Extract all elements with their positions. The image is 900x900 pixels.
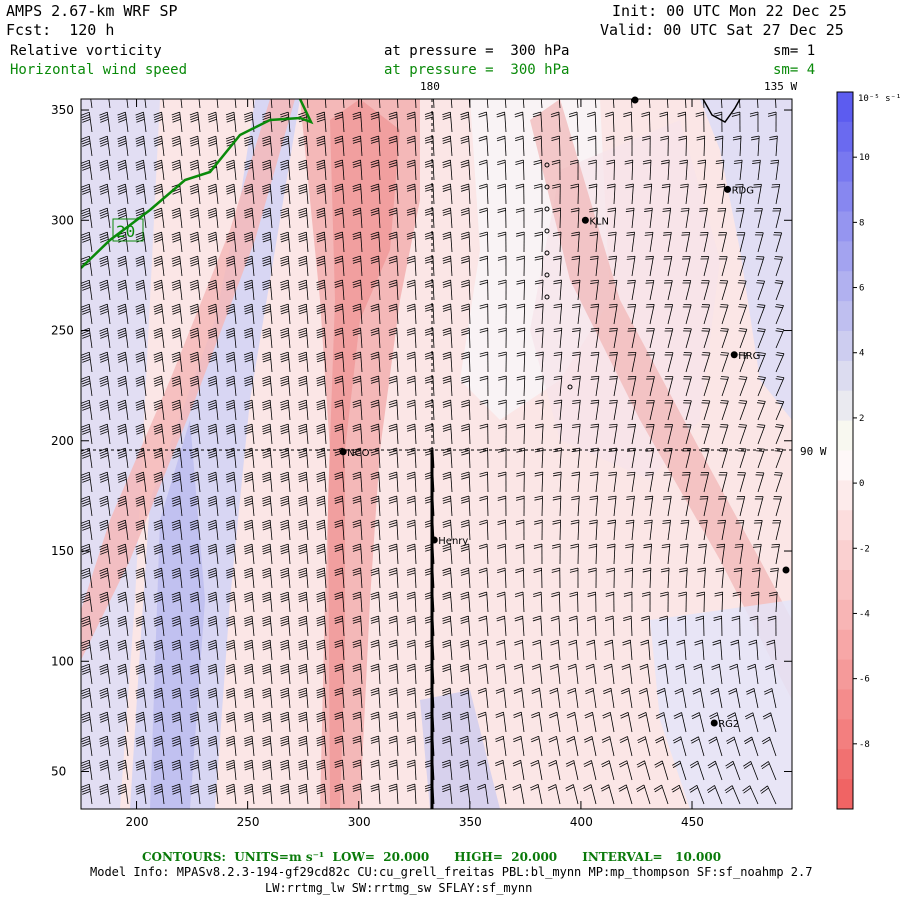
coastline — [702, 99, 741, 123]
station-markers: NCO Henry KLN RDG HRG RG2 — [339, 185, 760, 730]
edge-station-dot — [782, 566, 790, 574]
x-tick-label: 350 — [459, 815, 482, 829]
station-label: HRG — [738, 351, 760, 362]
forecast-hour: Fcst: 120 h — [6, 21, 115, 39]
colorbar-ticks: 10 8 6 4 2 0 -2 -4 -6 -8 — [853, 153, 870, 750]
x-tick-label: 450 — [681, 815, 704, 829]
colorbar-tick-label: 2 — [859, 414, 864, 424]
colorbar-tick-label: -8 — [859, 740, 870, 750]
map-frame — [80, 98, 793, 810]
contour-label-box — [112, 218, 144, 242]
colorbar-cell — [837, 360, 853, 392]
station-dot — [339, 448, 347, 456]
model-title: AMPS 2.67-km WRF SP — [6, 2, 178, 20]
edge-station-dot — [631, 96, 639, 104]
valid-time: Valid: 00 UTC Sat 27 Dec 25 — [600, 21, 844, 39]
colorbar-cell — [837, 659, 853, 690]
colorbar-cell — [837, 629, 853, 661]
lon-label-90w: 90 W — [800, 445, 827, 458]
colorbar-cell — [837, 719, 853, 750]
colorbar-tick-label: -4 — [859, 609, 870, 619]
y-tick-label: 350 — [51, 103, 74, 117]
station-label: Henry — [438, 536, 468, 547]
model-info-physics: LW:rrtmg_lw SW:rrtmg_sw SFLAY:sf_mynn — [265, 881, 533, 895]
colorbar-cell — [837, 480, 853, 511]
colorbar-tick-label: 10 — [859, 153, 870, 163]
station-dot — [430, 536, 438, 544]
station-label: RG2 — [718, 719, 739, 730]
colorbar-cell — [837, 241, 853, 272]
field1-name: Relative vorticity — [10, 43, 162, 59]
colorbar-cell — [837, 390, 853, 422]
colorbar-frame — [836, 91, 854, 810]
wind-speed-contour — [81, 99, 314, 269]
station-dot — [730, 351, 738, 359]
contours-info: CONTOURS: UNITS=m s⁻¹ LOW= 20.000 HIGH= … — [142, 850, 722, 864]
colorbar-cell — [837, 121, 853, 153]
colorbar-cell — [837, 331, 853, 362]
lon-label-180: 180 — [420, 80, 440, 93]
colorbar-tick-label: 8 — [859, 218, 864, 228]
x-tick-label: 200 — [126, 815, 149, 829]
colorbar-cell — [837, 92, 853, 123]
field1-level: at pressure = 300 hPa — [384, 43, 570, 59]
colorbar-cell — [837, 211, 853, 242]
colorbar-cell — [837, 510, 853, 541]
station-label: KLN — [589, 216, 609, 227]
y-tick-label: 300 — [51, 213, 74, 227]
wind-barbs — [81, 99, 785, 805]
colorbar-unit: 10⁻⁵ s⁻¹ — [858, 94, 900, 104]
colorbar-cell — [837, 450, 853, 481]
colorbar-cell — [837, 151, 853, 183]
field1-smoothing: sm= 1 — [773, 43, 816, 59]
colorbar-cell — [837, 749, 853, 780]
field2-smoothing: sm= 4 — [773, 62, 816, 78]
x-axis-ticks: 200 250 300 350 400 450 — [126, 99, 704, 829]
x-tick-label: 250 — [237, 815, 260, 829]
track-circles — [544, 162, 573, 390]
x-tick-label: 300 — [348, 815, 371, 829]
station-dot — [724, 185, 732, 193]
field2-name: Horizontal wind speed — [10, 62, 188, 78]
x-tick-label: 400 — [570, 815, 593, 829]
map-field — [81, 99, 792, 809]
colorbar-cell — [837, 779, 853, 810]
colorbar-cell — [837, 301, 853, 332]
y-tick-label: 50 — [51, 765, 66, 779]
y-axis-ticks: 350 300 250 200 150 100 50 — [51, 103, 792, 779]
colorbar-cell — [837, 540, 853, 571]
model-info: Model Info: MPASv8.2.3-194-gf29cd82c CU:… — [90, 865, 813, 879]
colorbar-cells — [837, 92, 853, 810]
y-tick-label: 200 — [51, 434, 74, 448]
colorbar-cell — [837, 420, 853, 451]
station-label: NCO — [347, 448, 369, 459]
colorbar-tick-label: -6 — [859, 675, 870, 685]
y-tick-label: 250 — [51, 324, 74, 338]
station-dot — [581, 216, 589, 224]
contour-label: 20 — [116, 222, 135, 241]
colorbar-cell — [837, 599, 853, 631]
colorbar-cell — [837, 570, 853, 601]
station-label: RDG — [732, 185, 754, 196]
colorbar-tick-label: 0 — [859, 479, 864, 489]
colorbar-tick-label: 6 — [859, 284, 864, 294]
station-dot — [710, 719, 718, 727]
y-tick-label: 100 — [51, 654, 74, 668]
y-tick-label: 150 — [51, 544, 74, 558]
colorbar-cell — [837, 181, 853, 212]
lon-label-135w: 135 W — [764, 80, 797, 93]
init-time: Init: 00 UTC Mon 22 Dec 25 — [612, 2, 847, 20]
colorbar-cell — [837, 271, 853, 302]
colorbar-cell — [837, 689, 853, 720]
colorbar-tick-label: 4 — [859, 349, 864, 359]
colorbar-tick-label: -2 — [859, 544, 870, 554]
field2-level: at pressure = 300 hPa — [384, 62, 570, 78]
